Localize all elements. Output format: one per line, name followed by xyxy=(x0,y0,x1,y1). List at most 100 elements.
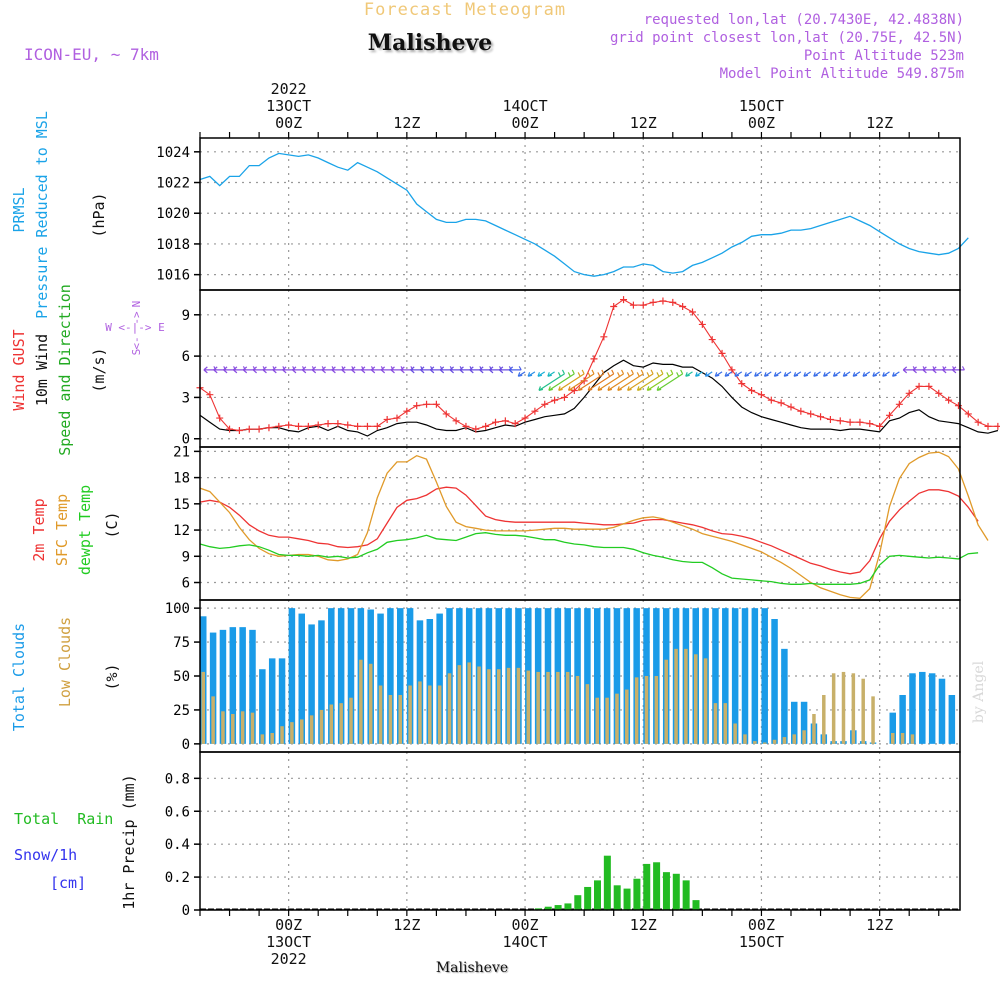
dew-line xyxy=(200,533,978,585)
compass-rose: N W <-|-> E S -> <- xyxy=(105,301,165,356)
low-cloud-bar xyxy=(211,696,215,744)
low-cloud-bar xyxy=(467,662,471,743)
low-cloud-bar xyxy=(507,668,511,744)
wind-gust-marker xyxy=(502,417,509,424)
total-cloud-bar xyxy=(929,673,936,744)
low-cloud-bar xyxy=(793,734,797,744)
wind-gust-marker xyxy=(778,399,785,406)
low-cloud-bar xyxy=(802,730,806,744)
wind-gust-marker xyxy=(827,416,834,423)
low-cloud-bar xyxy=(497,669,501,744)
model-label: ICON-EU, ~ 7km xyxy=(24,45,159,64)
wind-barb xyxy=(784,372,791,376)
location-title: Malisheve xyxy=(368,30,492,56)
rain-bar xyxy=(653,862,660,910)
total-cloud-bar xyxy=(919,672,926,744)
cloud-label-low: Low Clouds xyxy=(56,617,74,707)
wind-barb xyxy=(538,372,545,376)
low-cloud-bar xyxy=(596,698,600,744)
y-tick-label: 1020 xyxy=(156,206,190,222)
pressure-label-msl: Pressure Reduced to MSL xyxy=(33,111,51,319)
wind-gust-marker xyxy=(561,394,568,401)
wind-gust-marker xyxy=(748,387,755,394)
rain-bar xyxy=(594,880,601,910)
y-tick-label: 1018 xyxy=(156,237,190,253)
y-tick-label: 25 xyxy=(173,703,190,719)
y-tick-label: 9 xyxy=(182,549,190,565)
wind-gust-marker xyxy=(916,383,923,390)
wind-barb xyxy=(647,370,673,391)
low-cloud-bar xyxy=(300,719,304,743)
wind-barb xyxy=(735,372,742,376)
rain-bar xyxy=(693,900,700,910)
wind-gust-marker xyxy=(522,415,529,422)
rain-bar xyxy=(574,895,581,910)
low-cloud-bar xyxy=(339,703,343,744)
compass-arrow-down: <- xyxy=(130,336,143,349)
low-cloud-bar xyxy=(733,724,737,744)
precip-legend-snow: Snow/1h xyxy=(14,846,77,864)
gridpoint-coords: grid point closest lon,lat (20.75E, 42.5… xyxy=(610,30,964,46)
wind-gust-marker xyxy=(945,397,952,404)
wind-barb xyxy=(548,372,555,376)
compass-arrow-up: -> xyxy=(130,311,143,325)
y-tick-label: 1016 xyxy=(156,268,190,284)
low-cloud-bar xyxy=(743,734,747,744)
low-cloud-bar xyxy=(615,694,619,744)
bottom-time-label: 00Z xyxy=(748,916,775,934)
y-tick-label: 0 xyxy=(182,903,190,919)
low-cloud-bar xyxy=(783,737,787,744)
wind-barb xyxy=(774,372,781,376)
low-cloud-bar xyxy=(221,711,225,744)
y-tick-label: 12 xyxy=(173,523,190,539)
wind-gust-marker xyxy=(797,408,804,415)
rain-bar xyxy=(663,872,670,910)
rain-bar xyxy=(633,879,640,910)
wind-gust-marker xyxy=(344,421,351,428)
model-altitude: Model Point Altitude 549.875m xyxy=(720,66,964,82)
top-time-label: 13OCT xyxy=(266,97,311,115)
y-tick-label: 1022 xyxy=(156,176,190,192)
wind-gust-marker xyxy=(807,410,814,417)
low-cloud-bar xyxy=(645,676,649,744)
wind-gust-marker xyxy=(265,424,272,431)
rain-bar xyxy=(604,856,611,910)
wind-barb xyxy=(804,372,811,376)
wind-gust-marker xyxy=(423,401,430,408)
wind-barb xyxy=(618,370,644,391)
wind-barb xyxy=(873,372,880,376)
total-cloud-bar xyxy=(752,608,759,744)
low-cloud-bar xyxy=(753,741,757,744)
sfc-line xyxy=(200,452,988,598)
bottom-time-label: 15OCT xyxy=(739,933,784,951)
wind-gust-marker xyxy=(837,417,844,424)
wind-gust-marker xyxy=(935,390,942,397)
rain-bar xyxy=(673,874,680,910)
footer-location: Malisheve xyxy=(436,960,508,976)
low-cloud-bar xyxy=(428,686,432,744)
wind-gust-marker xyxy=(541,401,548,408)
top-time-label: 15OCT xyxy=(739,97,784,115)
wind-barb xyxy=(705,372,712,376)
total-cloud-bar xyxy=(259,669,266,744)
bottom-time-label: 12Z xyxy=(630,916,657,934)
low-cloud-bar xyxy=(517,668,521,744)
low-cloud-bar xyxy=(310,715,314,744)
wind-gust-marker xyxy=(847,419,854,426)
low-cloud-bar xyxy=(546,672,550,744)
bottom-time-label: 12Z xyxy=(866,916,893,934)
low-cloud-bar xyxy=(448,673,452,744)
temp-unit: (C) xyxy=(103,511,121,538)
wind-gust-marker xyxy=(650,299,657,306)
top-time-label: 00Z xyxy=(512,114,539,132)
precip-legend-rain: Total Rain xyxy=(14,810,113,828)
top-time-label: 12Z xyxy=(630,114,657,132)
wind-gust-marker xyxy=(610,303,617,310)
low-cloud-bar xyxy=(714,703,718,744)
wind-label-10m: 10m Wind xyxy=(33,334,51,406)
temp-axis-title: 2m Temp SFC Temp dewpt Temp (C) xyxy=(30,485,121,575)
y-tick-label: 6 xyxy=(182,576,190,592)
wind-barb xyxy=(765,372,772,376)
rain-bar xyxy=(584,887,591,910)
y-tick-label: 1024 xyxy=(156,145,190,161)
